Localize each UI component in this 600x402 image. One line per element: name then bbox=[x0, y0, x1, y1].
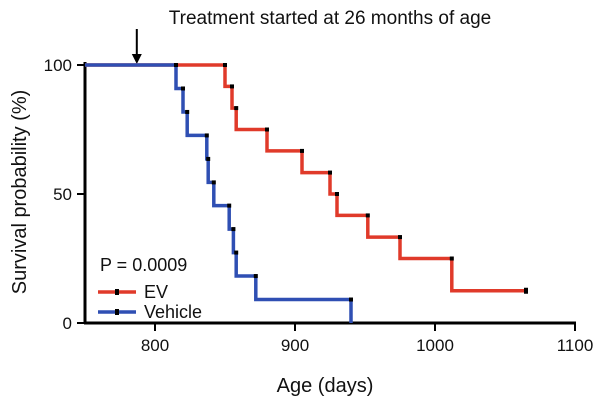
series-layer bbox=[85, 63, 528, 323]
legend-marker-ev bbox=[115, 289, 119, 295]
event-marker-ev bbox=[223, 63, 227, 67]
event-marker-ev bbox=[265, 127, 269, 132]
event-marker-vehicle bbox=[174, 63, 178, 67]
p-value-text: P = 0.0009 bbox=[100, 255, 187, 275]
event-marker-ev bbox=[449, 256, 454, 261]
event-marker-vehicle bbox=[206, 156, 211, 161]
event-marker-vehicle bbox=[204, 133, 209, 138]
event-marker-vehicle bbox=[349, 297, 353, 302]
event-marker-vehicle bbox=[231, 227, 236, 232]
y-tick-label: 0 bbox=[63, 314, 72, 333]
event-marker-vehicle bbox=[234, 250, 239, 255]
event-marker-ev bbox=[335, 192, 339, 196]
y-tick-label: 100 bbox=[44, 56, 72, 75]
x-tick-label: 1100 bbox=[557, 336, 594, 355]
event-marker-ev bbox=[230, 84, 234, 89]
event-marker-ev bbox=[300, 148, 304, 153]
event-marker-vehicle bbox=[253, 274, 258, 279]
axes: 800 900 1000 1100 0 50 100 bbox=[44, 29, 594, 355]
event-marker-vehicle bbox=[181, 86, 185, 91]
x-tick-label: 900 bbox=[281, 336, 309, 355]
annotation-text: Treatment started at 26 months of age bbox=[169, 8, 491, 29]
x-tick-label: 800 bbox=[141, 336, 169, 355]
x-axis-label: Age (days) bbox=[277, 375, 374, 397]
event-marker-vehicle bbox=[227, 203, 232, 208]
y-tick-label: 50 bbox=[53, 185, 72, 204]
event-marker-vehicle bbox=[211, 180, 216, 185]
event-marker-ev bbox=[234, 106, 239, 111]
event-marker-ev bbox=[365, 213, 370, 218]
event-marker-ev bbox=[328, 170, 332, 175]
series-line-vehicle bbox=[85, 63, 353, 323]
y-axis-label: Survival probability (%) bbox=[9, 90, 31, 295]
event-marker-ev bbox=[398, 235, 402, 240]
legend-label-ev: EV bbox=[144, 282, 168, 302]
series-line-ev bbox=[85, 63, 526, 293]
x-tick-label: 1000 bbox=[416, 336, 454, 355]
censor-marker-ev bbox=[524, 287, 528, 294]
legend-marker-vehicle bbox=[115, 309, 119, 315]
legend-label-vehicle: Vehicle bbox=[144, 302, 202, 322]
annotation-arrowhead bbox=[131, 54, 142, 64]
event-marker-vehicle bbox=[185, 109, 190, 114]
labels: Treatment started at 26 months of age Ag… bbox=[9, 8, 491, 397]
